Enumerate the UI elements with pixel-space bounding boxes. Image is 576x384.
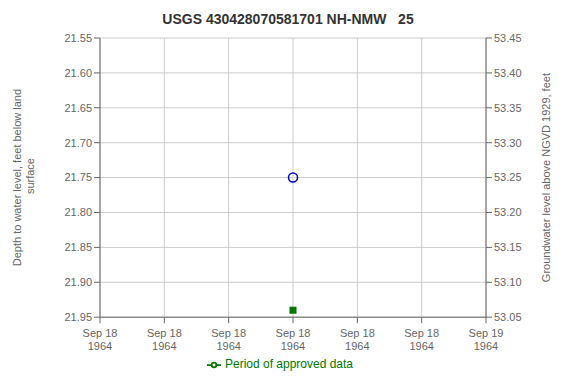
svg-text:53.15: 53.15 (494, 241, 522, 253)
svg-text:Sep 181964: Sep 181964 (83, 327, 118, 352)
svg-text:53.20: 53.20 (494, 206, 522, 218)
svg-text:Sep 181964: Sep 181964 (276, 327, 311, 352)
svg-text:53.10: 53.10 (494, 276, 522, 288)
svg-text:53.45: 53.45 (494, 32, 522, 44)
svg-text:21.60: 21.60 (64, 67, 92, 79)
html-text:USGS 430428070581701 NH-NMW 25: USGS 430428070581701 NH-NMW 25 (162, 11, 414, 27)
svg-text:Sep 191964: Sep 191964 (469, 327, 504, 352)
svg-text:53.05: 53.05 (494, 311, 522, 323)
svg-text:53.35: 53.35 (494, 102, 522, 114)
svg-text:21.55: 21.55 (64, 32, 92, 44)
svg-text:Sep 181964: Sep 181964 (404, 327, 439, 352)
svg-text:Groundwater level above NGVD 1: Groundwater level above NGVD 1929, feet (540, 73, 552, 282)
svg-text:21.75: 21.75 (64, 171, 92, 183)
svg-text:21.80: 21.80 (64, 206, 92, 218)
svg-text:Depth to water level, feet bel: Depth to water level, feet below land su… (12, 89, 37, 266)
svg-text:21.65: 21.65 (64, 102, 92, 114)
svg-text:Sep 181964: Sep 181964 (340, 327, 375, 352)
svg-text:Sep 181964: Sep 181964 (211, 327, 246, 352)
svg-text:21.90: 21.90 (64, 276, 92, 288)
svg-text:53.25: 53.25 (494, 171, 522, 183)
svg-text:53.40: 53.40 (494, 67, 522, 79)
svg-text:Sep 181964: Sep 181964 (147, 327, 182, 352)
svg-text:21.70: 21.70 (64, 137, 92, 149)
html-text:Period of approved data: Period of approved data (225, 357, 353, 372)
svg-text:21.85: 21.85 (64, 241, 92, 253)
svg-text:21.95: 21.95 (64, 311, 92, 323)
svg-text:53.30: 53.30 (494, 137, 522, 149)
